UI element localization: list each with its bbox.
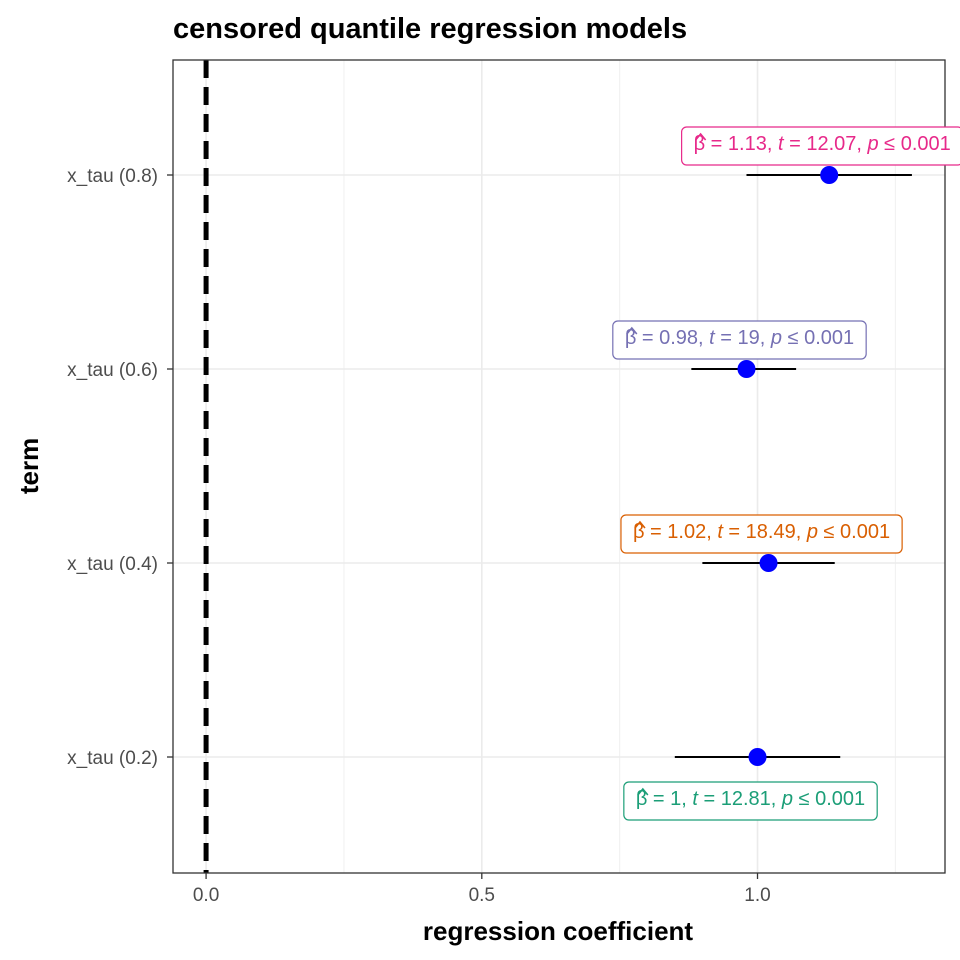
y-tick-label: x_tau (0.8) [67,166,158,187]
y-tick-label: x_tau (0.2) [67,748,158,769]
coefficient-label-box [681,126,960,166]
x-tick-label: 0.0 [193,885,219,906]
beta-hat-mark [634,520,646,529]
coefficient-label: β = 1.13, t = 12.07, p ≤ 0.001 [694,133,951,155]
y-tick-label: x_tau (0.4) [67,554,158,575]
coefficient-label-box [612,320,867,360]
coefficient-label: β = 1, t = 12.81, p ≤ 0.001 [636,788,865,810]
beta-hat-mark [626,326,638,335]
coefficient-point [820,166,839,184]
panel-background [173,60,945,873]
coefficient-point [737,360,756,378]
y-tick-label: x_tau (0.6) [67,360,158,381]
coefficient-point [748,748,767,766]
coefficient-label: β = 0.98, t = 19, p ≤ 0.001 [625,327,854,349]
x-tick-label: 1.0 [744,885,770,906]
plot-panel: 0.0 0.5 1.0 x_tau (0.2) x_tau (0.4) x_tau (0.… [67,59,960,906]
coefficient-point [759,554,778,572]
coefficient-label-box [620,514,903,554]
panel-border [172,59,946,874]
coefficient-label-box [623,781,878,821]
x-axis-title: regression coefficient [423,916,694,946]
beta-hat-mark [695,132,707,141]
beta-hat-mark [637,787,649,796]
x-tick-label: 0.5 [469,885,495,906]
coefficient-label: β = 1.02, t = 18.49, p ≤ 0.001 [633,521,890,543]
y-axis-title: term [14,438,44,494]
chart-title: censored quantile regression models [173,13,687,45]
